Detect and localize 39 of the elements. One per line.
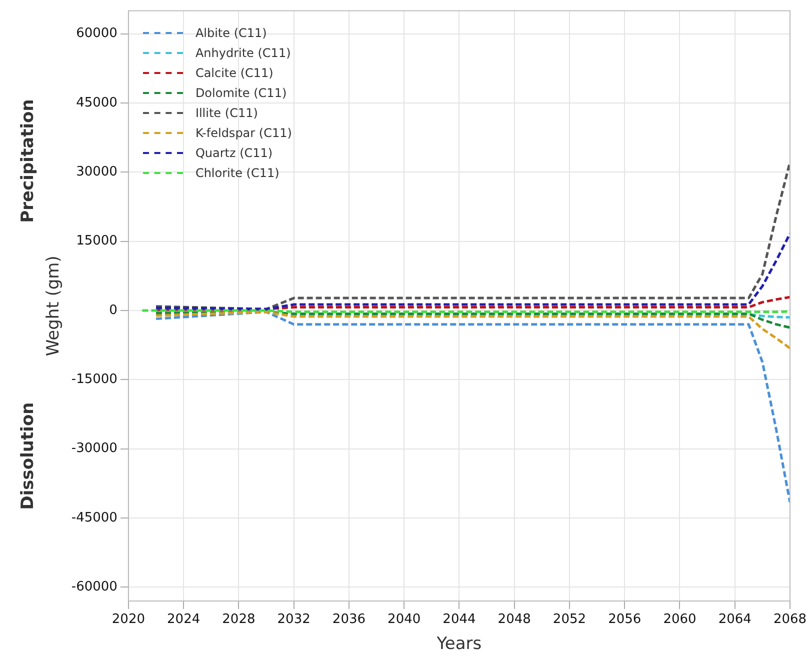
legend-label: Anhydrite (C11) bbox=[195, 44, 291, 62]
y-axis-title: Weght (gm) bbox=[44, 256, 64, 356]
x-tick-label: 2056 bbox=[608, 612, 642, 628]
y-tick-label: 0 bbox=[109, 302, 118, 318]
legend-label: Quartz (C11) bbox=[195, 144, 273, 162]
legend-label: Chlorite (C11) bbox=[195, 164, 280, 182]
y-tick-label: -30000 bbox=[71, 441, 118, 456]
legend-label: Illite (C11) bbox=[195, 104, 258, 122]
y-tick-label: 45000 bbox=[76, 95, 118, 110]
legend-label: Dolomite (C11) bbox=[195, 84, 287, 102]
y-tick-label: 15000 bbox=[76, 234, 118, 249]
x-axis-title: Years bbox=[436, 634, 482, 654]
line-series bbox=[154, 232, 790, 310]
x-tick-label: 2048 bbox=[498, 612, 531, 628]
x-tick-label: 2024 bbox=[167, 612, 200, 628]
x-tick-label: 2036 bbox=[332, 612, 366, 628]
legend-label: K-feldspar (C11) bbox=[195, 124, 292, 142]
x-tick-label: 2044 bbox=[442, 612, 476, 628]
x-tick-label: 2032 bbox=[277, 612, 310, 628]
x-tick-label: 2060 bbox=[663, 612, 696, 628]
x-tick-label: 2052 bbox=[552, 612, 586, 628]
x-tick-label: 2068 bbox=[773, 612, 807, 628]
line-series bbox=[154, 310, 790, 329]
text: Precipitation bbox=[18, 98, 38, 222]
legend-label: Albite (C11) bbox=[195, 24, 267, 42]
y-tick-label: -60000 bbox=[71, 580, 118, 595]
y-tick-label: -45000 bbox=[71, 510, 118, 526]
x-tick-label: 2064 bbox=[718, 612, 752, 628]
y-tick-label: -15000 bbox=[71, 372, 118, 388]
line-series bbox=[154, 310, 790, 350]
line-series bbox=[154, 310, 790, 504]
x-tick-label: 2020 bbox=[112, 612, 145, 628]
line-series bbox=[154, 296, 790, 311]
x-tick-label: 2040 bbox=[388, 612, 421, 628]
text: Dissolution bbox=[18, 402, 38, 510]
x-tick-label: 2028 bbox=[222, 612, 256, 628]
y-tick-label: 60000 bbox=[76, 26, 118, 42]
y-tick-label: 30000 bbox=[76, 164, 118, 180]
legend-label: Calcite (C11) bbox=[195, 64, 274, 82]
